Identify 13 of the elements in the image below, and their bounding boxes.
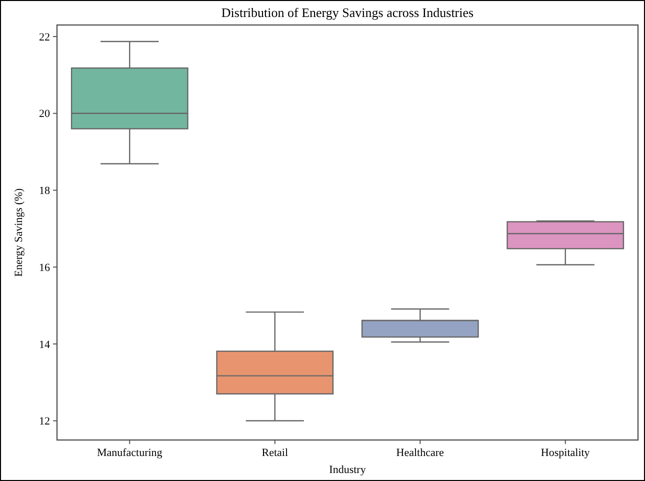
x-tick-label: Retail [262, 447, 288, 459]
y-tick-label: 20 [39, 108, 50, 120]
y-tick-label: 22 [39, 31, 50, 44]
x-tick-label: Healthcare [396, 447, 444, 459]
y-axis-title: Energy Savings (%) [13, 188, 25, 277]
chart-title: Distribution of Energy Savings across Industries [221, 5, 474, 20]
y-tick-label: 12 [39, 416, 50, 428]
x-axis-title: Industry [329, 464, 366, 476]
x-tick-label: Manufacturing [96, 447, 163, 459]
x-tick-label: Hospitality [540, 447, 590, 459]
y-tick-label: 18 [39, 185, 50, 198]
y-tick-label: 14 [39, 338, 50, 351]
y-tick-label: 16 [39, 262, 50, 274]
